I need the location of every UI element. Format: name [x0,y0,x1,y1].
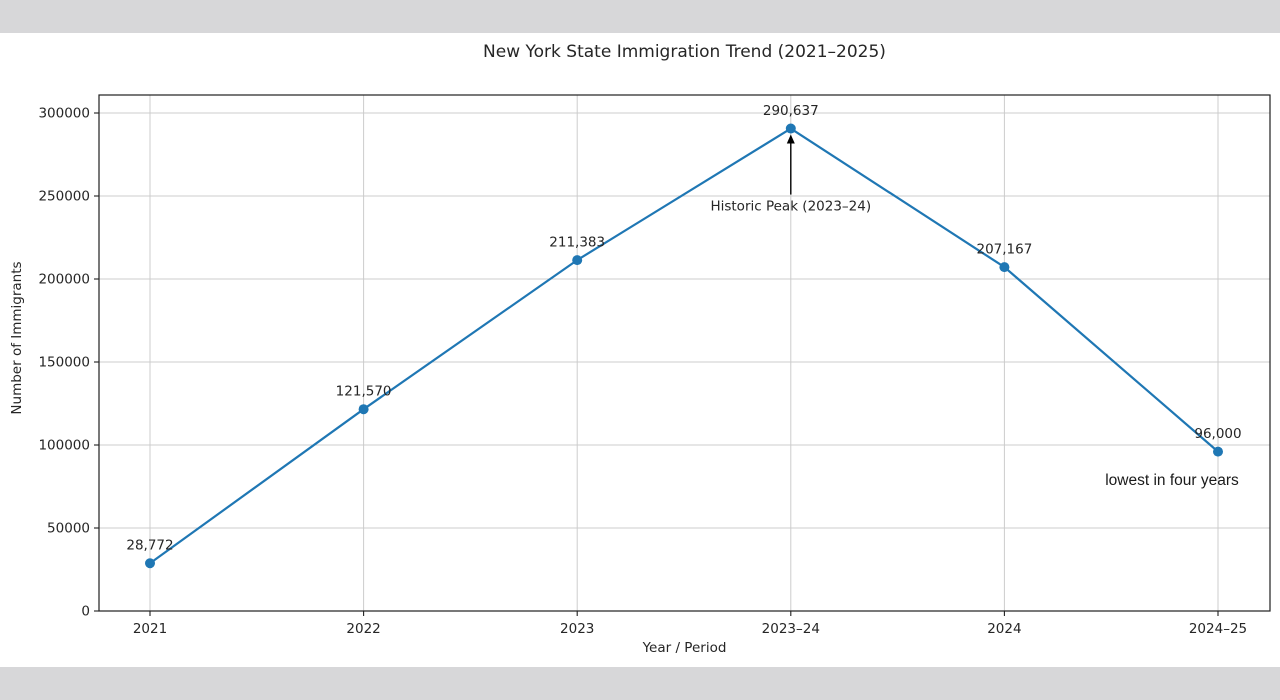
data-point [572,255,583,266]
trend-line [149,127,1219,565]
x-axis-label: Year / Period [642,640,727,656]
chart-title: New York State Immigration Trend (2021–2… [483,42,886,62]
immigration-trend-line-chart: 0 50000 100000 150000 200000 250000 300000 2021… [38,94,1271,637]
y-tick-label: 50000 [47,521,90,537]
bottom-gray-band [0,667,1280,700]
x-tick-label: 2024 [987,621,1021,637]
y-tick-label: 0 [81,604,90,620]
y-tick-label: 250000 [38,189,90,205]
point-label: 96,000 [1194,426,1241,442]
x-tick-label: 2022 [346,621,380,637]
y-tick-label: 100000 [38,438,90,454]
point-label: 290,637 [763,103,819,119]
point-label: 211,383 [549,235,605,251]
annotation-lowest-label: lowest in four years [1105,472,1239,489]
y-tick-label: 200000 [38,272,90,288]
x-tick-label: 2023–24 [762,621,820,637]
y-tick-label: 150000 [38,355,90,371]
data-point [358,404,369,415]
point-label: 28,772 [126,538,173,554]
top-gray-band [0,0,1280,33]
point-label: 121,570 [336,384,392,400]
plot-border [98,94,1271,612]
figure-canvas: 0 50000 100000 150000 200000 250000 300000 2021… [0,33,1280,667]
point-label: 207,167 [976,242,1032,258]
annotation-arrow-head [786,134,795,144]
y-tick-label: 300000 [38,106,90,122]
x-tick-label: 2024–25 [1189,621,1247,637]
data-point [785,123,796,134]
x-tick-label: 2023 [560,621,594,637]
x-tick-label: 2021 [133,621,167,637]
data-point [1213,446,1223,457]
annotation-peak-label: Historic Peak (2023–24) [710,199,871,215]
data-point [999,262,1010,273]
y-axis-label: Number of Immigrants [9,261,25,415]
data-point [145,558,155,569]
